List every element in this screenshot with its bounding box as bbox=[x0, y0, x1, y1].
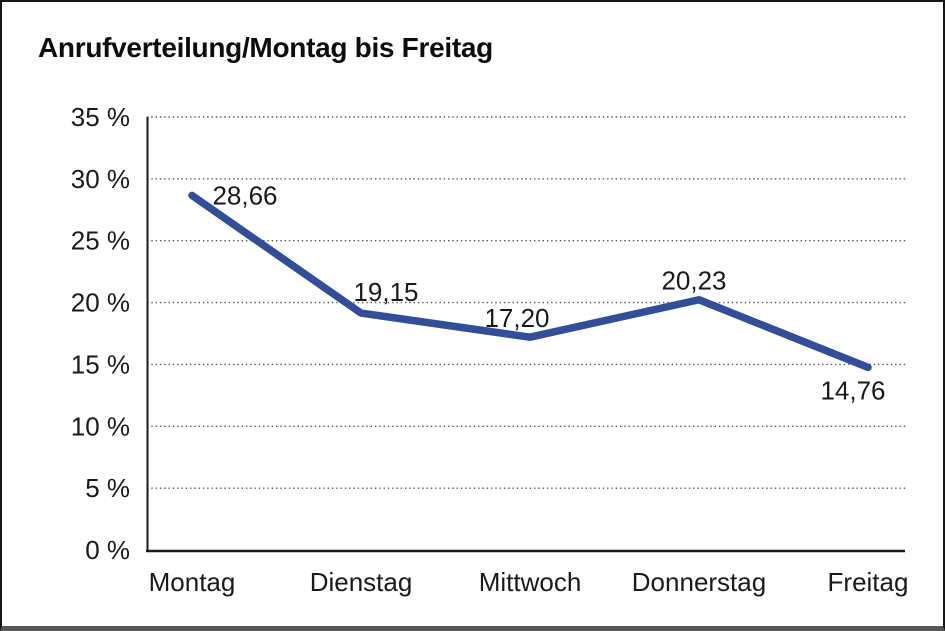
x-category-label: Dienstag bbox=[310, 567, 413, 597]
data-point-label: 17,20 bbox=[484, 303, 549, 333]
y-tick-label: 15 % bbox=[71, 349, 130, 379]
data-point-label: 14,76 bbox=[820, 375, 885, 405]
y-tick-label: 35 % bbox=[71, 102, 130, 132]
y-tick-label: 25 % bbox=[71, 226, 130, 256]
data-point-label: 28,66 bbox=[212, 180, 277, 210]
data-point-label: 20,23 bbox=[661, 266, 726, 296]
y-tick-label: 0 % bbox=[85, 535, 130, 565]
data-point-label: 19,15 bbox=[353, 277, 418, 307]
y-tick-label: 5 % bbox=[85, 473, 130, 503]
x-category-label: Montag bbox=[149, 567, 236, 597]
y-tick-label: 10 % bbox=[71, 411, 130, 441]
x-category-label: Mittwoch bbox=[479, 567, 582, 597]
x-category-label: Freitag bbox=[828, 567, 909, 597]
data-line-series bbox=[188, 191, 872, 372]
y-tick-label: 30 % bbox=[71, 164, 130, 194]
y-tick-label: 20 % bbox=[71, 288, 130, 318]
x-category-label: Donnerstag bbox=[632, 567, 766, 597]
chart-title: Anrufverteilung/Montag bis Freitag bbox=[38, 32, 493, 63]
